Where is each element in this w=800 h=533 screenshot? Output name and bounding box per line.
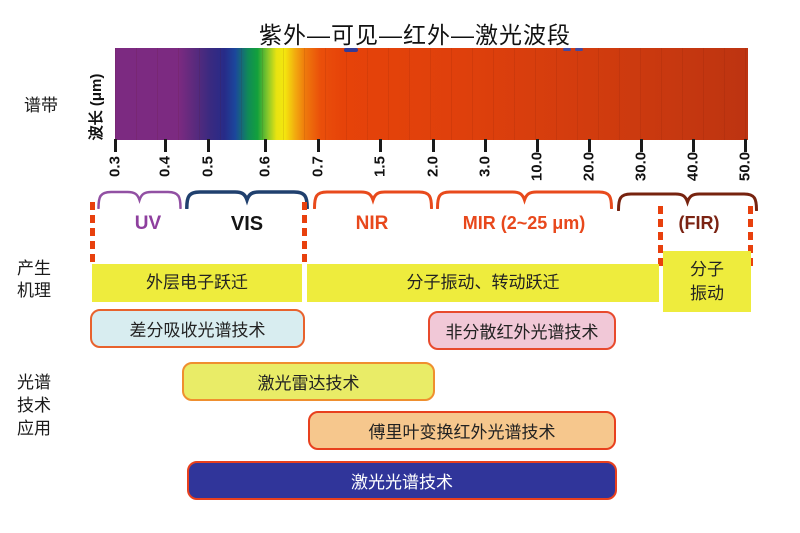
row-label-mechanism-line1: 产生 <box>17 259 51 278</box>
spectrum-bar-stripes <box>115 48 748 140</box>
band-label-fir: (FIR) <box>678 213 720 233</box>
row-label-mechanism-line2: 机理 <box>17 281 51 300</box>
axis-tick-label: 1.5 <box>371 156 389 177</box>
app-bar-laser-spectroscopy: 激光光谱技术 <box>187 461 617 500</box>
row-label-mechanism: 产生 机理 <box>17 258 51 302</box>
axis-tick <box>207 139 210 152</box>
app-bar-label: 激光光谱技术 <box>351 473 453 492</box>
band-label-nir: NIR <box>355 213 389 234</box>
mechanism-bar-molecular-vibration-rotation: 分子振动、转动跃迁 <box>307 264 659 302</box>
fir-brace <box>617 192 758 211</box>
app-bar-label: 差分吸收光谱技术 <box>129 321 266 340</box>
axis-tick <box>640 139 643 152</box>
axis-tick-label: 0.5 <box>199 156 217 177</box>
axis-tick <box>692 139 695 152</box>
axis-tick-label: 10.0 <box>528 151 546 182</box>
dashed-guide-line <box>90 202 95 266</box>
axis-tick-label: 0.7 <box>309 156 327 177</box>
axis-tick-label: 2.0 <box>424 156 442 177</box>
y-axis-label: 波长 (μm) <box>88 73 105 141</box>
mechanism-bar-label: 外层电子跃迁 <box>146 273 248 292</box>
mechanism-bar-molecular-vibration: 分子 振动 <box>663 251 751 312</box>
app-bar-label: 激光雷达技术 <box>257 374 360 393</box>
app-bar-ftir: 傅里叶变换红外光谱技术 <box>308 411 616 450</box>
dashed-guide-line <box>302 202 307 266</box>
dashed-guide-line <box>748 206 753 268</box>
band-label-mir: MIR (2~25 μm) <box>462 213 586 233</box>
axis-tick <box>114 139 117 152</box>
mechanism-bar-label: 分子 振动 <box>690 258 724 306</box>
nir-brace <box>313 190 433 209</box>
dashed-guide-line <box>658 206 663 268</box>
axis-tick-label: 50.0 <box>736 151 754 182</box>
axis-tick <box>744 139 747 152</box>
row-label-application-line1: 光谱 <box>17 373 51 392</box>
spectrum-artifact-mark <box>575 48 583 51</box>
row-label-band: 谱带 <box>24 96 58 115</box>
mir-brace <box>436 190 613 209</box>
axis-tick-label: 3.0 <box>476 156 494 177</box>
app-bar-differential-absorption: 差分吸收光谱技术 <box>90 309 305 348</box>
axis-tick-label: 30.0 <box>632 151 650 182</box>
diagram-title: 紫外—可见—红外—激光波段 <box>259 22 571 48</box>
app-bar-non-dispersive-ir: 非分散红外光谱技术 <box>428 311 616 350</box>
axis-tick <box>536 139 539 152</box>
uv-brace <box>97 190 182 209</box>
axis-tick <box>484 139 487 152</box>
axis-tick-label: 0.3 <box>106 156 124 177</box>
mechanism-bar-label: 分子振动、转动跃迁 <box>406 273 560 292</box>
axis-tick <box>164 139 167 152</box>
axis-tick <box>588 139 591 152</box>
axis-tick <box>317 139 320 152</box>
row-label-application-line2: 技术 <box>17 396 51 415</box>
axis-tick-label: 20.0 <box>580 151 598 182</box>
row-label-application: 光谱 技术 应用 <box>17 371 51 440</box>
axis-tick-label: 0.4 <box>156 156 174 177</box>
mechanism-bar-electron-transition: 外层电子跃迁 <box>92 264 302 302</box>
axis-tick <box>379 139 382 152</box>
app-bar-label: 傅里叶变换红外光谱技术 <box>368 423 556 442</box>
band-label-uv: UV <box>134 213 162 234</box>
app-bar-label: 非分散红外光谱技术 <box>445 323 599 342</box>
app-bar-lidar: 激光雷达技术 <box>182 362 435 401</box>
spectrum-artifact-mark <box>563 48 571 51</box>
axis-tick-label: 40.0 <box>684 151 702 182</box>
band-label-vis: VIS <box>230 213 264 235</box>
vis-brace <box>185 190 309 209</box>
mechanism-bar-label-line1: 分子 <box>690 259 724 279</box>
mechanism-bar-label-line2: 振动 <box>690 283 724 303</box>
axis-tick <box>264 139 267 152</box>
axis-tick <box>432 139 435 152</box>
axis-tick-label: 0.6 <box>256 156 274 177</box>
spectrum-bar <box>115 48 748 140</box>
spectrum-artifact-mark <box>344 48 358 52</box>
row-label-application-line3: 应用 <box>17 419 51 438</box>
